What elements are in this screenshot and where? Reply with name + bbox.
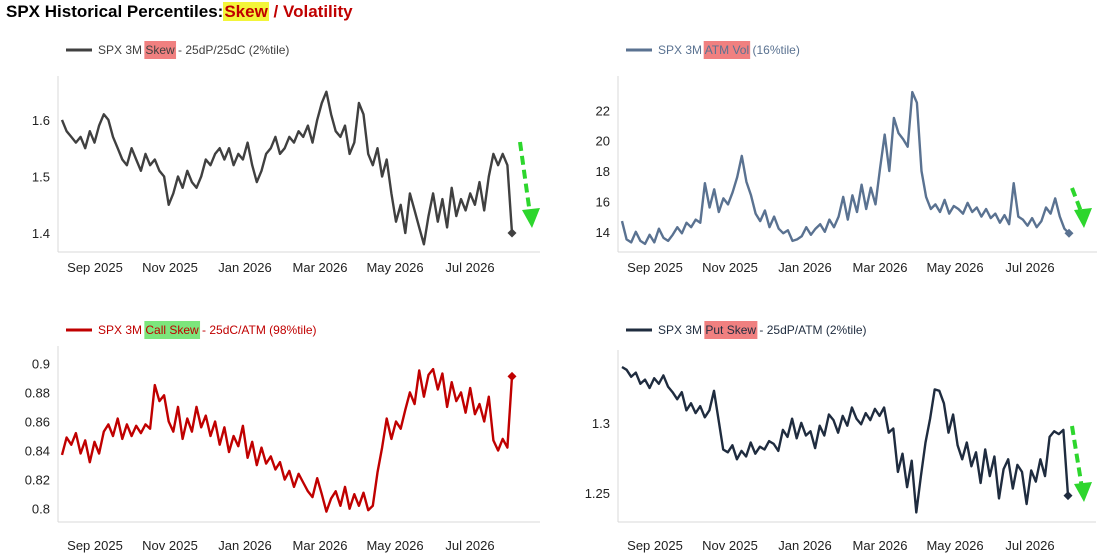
- y-tick-label: 1.5: [32, 169, 50, 184]
- legend-prefix: SPX 3M: [98, 323, 145, 337]
- x-tick-label: Nov 2025: [702, 260, 758, 275]
- x-tick-label: Jul 2026: [445, 538, 494, 553]
- legend-suffix: - 25dP/ATM (2%tile): [756, 323, 866, 337]
- x-tick-label: Sep 2025: [67, 538, 123, 553]
- series-line: [60, 367, 514, 513]
- arrow-head: [522, 208, 540, 228]
- atm-vol-chart: 14 16 18 20 22 Sep 2025 Nov 2025 Jan 2026 Mar 20…: [596, 41, 1097, 275]
- page-title-highlight: Skew: [223, 2, 269, 21]
- legend-highlight-box: [704, 321, 758, 339]
- arrow-head: [1074, 208, 1092, 228]
- x-tick-label: Jul 2026: [445, 260, 494, 275]
- legend-label: SPX 3M Call Skew - 25dC/ATM (98%tile): [98, 323, 317, 337]
- legend-highlight-box: [144, 321, 201, 339]
- x-tick-label: May 2026: [366, 538, 423, 553]
- legend-label: SPX 3M Skew - 25dP/25dC (2%tile): [98, 43, 289, 57]
- y-tick-label: 0.82: [25, 473, 50, 488]
- x-tick-label: Mar 2026: [853, 260, 908, 275]
- y-tick-label: 0.9: [32, 356, 50, 371]
- legend: SPX 3M ATM Vol (16%tile): [626, 41, 800, 59]
- x-tick-label: Nov 2025: [142, 538, 198, 553]
- x-tick-label: May 2026: [366, 260, 423, 275]
- x-tick-label: Mar 2026: [293, 260, 348, 275]
- y-tick-label: 16: [596, 194, 610, 209]
- legend-prefix: SPX 3M: [98, 43, 145, 57]
- x-tick-label: Sep 2025: [627, 538, 683, 553]
- arrow-shaft: [1070, 187, 1084, 215]
- y-tick-label: 0.84: [25, 444, 50, 459]
- arrow-shaft: [1070, 425, 1084, 489]
- legend-prefix: SPX 3M: [658, 323, 705, 337]
- legend-suffix: - 25dP/25dC (2%tile): [175, 43, 290, 57]
- y-tick-label: 1.6: [32, 113, 50, 128]
- y-tick-label: 14: [596, 225, 610, 240]
- legend-highlight-box: [144, 41, 177, 59]
- y-tick-label: 18: [596, 164, 610, 179]
- end-marker: [507, 228, 517, 238]
- x-tick-label: Jan 2026: [778, 260, 832, 275]
- legend: SPX 3M Call Skew - 25dC/ATM (98%tile): [66, 321, 317, 339]
- put-skew-chart: 1.25 1.3 Sep 2025 Nov 2025 Jan 2026 Mar 2026 M…: [585, 321, 1096, 553]
- legend-highlight: Call Skew: [145, 323, 199, 337]
- legend: SPX 3M Put Skew - 25dP/ATM (2%tile): [626, 321, 867, 339]
- x-tick-label: Nov 2025: [702, 538, 758, 553]
- x-tick-label: Mar 2026: [853, 538, 908, 553]
- page-title-suffix: Volatility: [283, 2, 353, 21]
- series-line: [60, 90, 514, 246]
- y-tick-label: 1.4: [32, 226, 50, 241]
- legend-highlight: Skew: [145, 43, 175, 57]
- x-tick-label: May 2026: [926, 538, 983, 553]
- y-tick-label: 1.3: [592, 416, 610, 431]
- y-tick-label: 0.88: [25, 385, 50, 400]
- arrow-head: [1074, 482, 1092, 502]
- legend-suffix: (16%tile): [749, 43, 800, 57]
- legend-suffix: - 25dC/ATM (98%tile): [199, 323, 317, 337]
- end-marker: [1064, 228, 1074, 238]
- x-tick-label: Jan 2026: [218, 538, 272, 553]
- x-tick-label: Jul 2026: [1005, 538, 1054, 553]
- down-arrow-icon: [1070, 187, 1092, 228]
- page-title-separator: /: [273, 2, 279, 21]
- legend-label: SPX 3M Put Skew - 25dP/ATM (2%tile): [658, 323, 867, 337]
- series-line: [621, 365, 1070, 514]
- down-arrow-icon: [1070, 425, 1092, 502]
- x-tick-label: May 2026: [926, 260, 983, 275]
- legend-prefix: SPX 3M: [658, 43, 705, 57]
- arrow-shaft: [518, 141, 532, 215]
- legend-highlight: ATM Vol: [705, 43, 749, 57]
- legend-highlight-box: [703, 41, 751, 59]
- y-tick-label: 0.86: [25, 414, 50, 429]
- y-tick-label: 0.8: [32, 502, 50, 517]
- series-line: [620, 90, 1070, 246]
- legend-label: SPX 3M ATM Vol (16%tile): [658, 43, 800, 57]
- x-tick-label: Jan 2026: [778, 538, 832, 553]
- x-tick-label: Jul 2026: [1005, 260, 1054, 275]
- x-tick-label: Jan 2026: [218, 260, 272, 275]
- y-tick-label: 22: [596, 103, 610, 118]
- x-tick-label: Sep 2025: [67, 260, 123, 275]
- x-tick-label: Sep 2025: [627, 260, 683, 275]
- x-tick-label: Mar 2026: [293, 538, 348, 553]
- page-title: SPX Historical Percentiles:Skew / Volati…: [6, 0, 353, 24]
- down-arrow-icon: [518, 141, 540, 228]
- end-marker: [1063, 491, 1073, 501]
- end-marker: [507, 371, 517, 381]
- call-skew-chart: 0.8 0.82 0.84 0.86 0.88 0.9 Sep 2025 Nov 2025 Ja…: [25, 321, 540, 553]
- legend-highlight: Put Skew: [705, 323, 756, 337]
- y-tick-label: 1.25: [585, 486, 610, 501]
- x-tick-label: Nov 2025: [142, 260, 198, 275]
- skew-chart: 1.4 1.5 1.6 Sep 2025 Nov 2025 Jan 2026 Mar 202…: [32, 41, 540, 275]
- legend: SPX 3M Skew - 25dP/25dC (2%tile): [66, 41, 289, 59]
- page-title-prefix: SPX Historical Percentiles:: [6, 2, 224, 21]
- y-tick-label: 20: [596, 134, 610, 149]
